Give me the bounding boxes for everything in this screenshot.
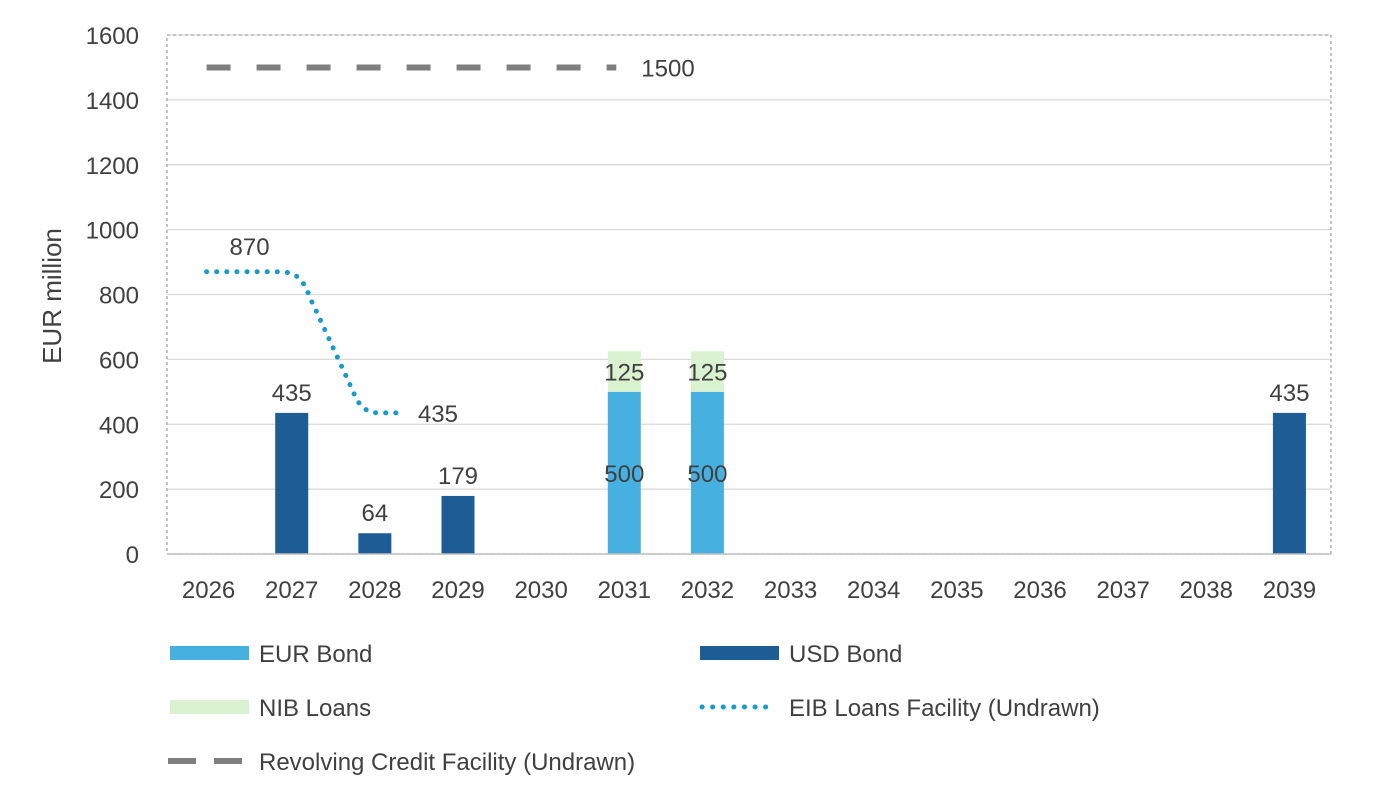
y-tick-label: 0 <box>126 542 139 569</box>
x-tick-label: 2036 <box>1013 577 1066 604</box>
x-tick-label: 2031 <box>598 577 651 604</box>
legend-label: Revolving Credit Facility (Undrawn) <box>259 749 635 776</box>
bar-usd-bond-2029 <box>441 495 475 554</box>
bar-eur-bond-2032 <box>690 391 724 554</box>
legend-label: EUR Bond <box>259 641 372 668</box>
y-tick-label: 600 <box>99 347 139 374</box>
legend-swatch <box>700 646 779 660</box>
y-tick-label: 800 <box>99 283 139 310</box>
bar-usd-bond-2039 <box>1272 412 1306 554</box>
legend-swatch <box>170 646 249 660</box>
data-label: 500 <box>687 461 727 488</box>
y-tick-label: 1600 <box>86 23 139 50</box>
y-tick-label: 200 <box>99 477 139 504</box>
data-label: 125 <box>687 359 727 386</box>
x-tick-label: 2026 <box>182 577 235 604</box>
data-label: 125 <box>604 359 644 386</box>
y-axis-title: EUR million <box>37 228 67 364</box>
x-tick-label: 2029 <box>431 577 484 604</box>
data-label: 435 <box>1269 380 1309 407</box>
x-tick-label: 2030 <box>514 577 567 604</box>
bar-usd-bond-2027 <box>275 412 309 554</box>
x-tick-label: 2032 <box>681 577 734 604</box>
line-layer <box>204 64 617 416</box>
data-label: 179 <box>438 463 478 490</box>
legend-item-revolving-credit-facility-undrawn-: Revolving Credit Facility (Undrawn) <box>168 749 635 776</box>
x-tick-label: 2035 <box>930 577 983 604</box>
y-tick-label: 400 <box>99 412 139 439</box>
line-label: 1500 <box>641 55 694 82</box>
legend-item-nib-loans: NIB Loans <box>170 695 371 722</box>
bar-layer <box>275 351 1306 554</box>
legend-item-eib-loans-facility-undrawn-: EIB Loans Facility (Undrawn) <box>699 695 1100 722</box>
line-label: 435 <box>418 401 458 428</box>
legend-swatch <box>170 700 249 714</box>
legend: EUR Bond USD Bond NIB Loans EIB Loans Facil… <box>168 641 1100 776</box>
x-tick-label: 2034 <box>847 577 900 604</box>
x-tick-label: 2033 <box>764 577 817 604</box>
x-tick-label: 2038 <box>1180 577 1233 604</box>
y-tick-label: 1000 <box>86 218 139 245</box>
bar-usd-bond-2028 <box>358 533 392 554</box>
x-tick-label: 2037 <box>1096 577 1149 604</box>
bar-nib-loans-2031 <box>607 351 641 392</box>
x-tick-label: 2027 <box>265 577 318 604</box>
bar-eur-bond-2031 <box>607 391 641 554</box>
line-eib-loans-facility-undrawn- <box>204 269 405 416</box>
legend-item-usd-bond: USD Bond <box>700 641 902 668</box>
bar-nib-loans-2032 <box>690 351 724 392</box>
legend-item-eur-bond: EUR Bond <box>170 641 372 668</box>
data-label: 435 <box>272 380 312 407</box>
label-layer: 500 500 435 64 179 435 125 125 870 435 1500 <box>230 55 1310 527</box>
y-tick-label: 1400 <box>86 88 139 115</box>
y-tick-label: 1200 <box>86 153 139 180</box>
legend-label: USD Bond <box>789 641 902 668</box>
data-label: 500 <box>604 461 644 488</box>
legend-label: EIB Loans Facility (Undrawn) <box>789 695 1100 722</box>
axis-layer: EUR million 0 200 400 600 800 1000 1200 1400 160… <box>37 23 1331 604</box>
line-label: 870 <box>230 234 270 261</box>
legend-label: NIB Loans <box>259 695 371 722</box>
grid-layer <box>166 34 1332 555</box>
x-tick-label: 2028 <box>348 577 401 604</box>
x-tick-label: 2039 <box>1263 577 1316 604</box>
data-label: 64 <box>362 500 389 527</box>
